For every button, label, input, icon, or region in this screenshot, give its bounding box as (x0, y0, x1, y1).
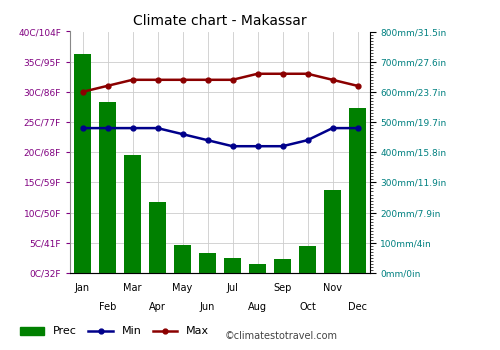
Bar (274, 259, 291, 273)
Text: Jul: Jul (226, 283, 238, 293)
Bar (124, 155, 142, 273)
Text: Dec: Dec (348, 302, 367, 312)
Text: ©climatestotravel.com: ©climatestotravel.com (225, 331, 338, 341)
Bar (149, 202, 166, 273)
Bar (224, 258, 241, 273)
Text: Jun: Jun (200, 302, 215, 312)
Bar (199, 253, 216, 273)
Text: Feb: Feb (99, 302, 116, 312)
Bar (74, 54, 91, 273)
Title: Climate chart - Makassar: Climate chart - Makassar (133, 14, 307, 28)
Bar (99, 102, 116, 273)
Bar (324, 190, 341, 273)
Text: Nov: Nov (323, 283, 342, 293)
Bar (299, 246, 316, 273)
Text: Oct: Oct (299, 302, 316, 312)
Text: Sep: Sep (274, 283, 291, 293)
Legend: Prec, Min, Max: Prec, Min, Max (16, 322, 214, 341)
Text: Mar: Mar (123, 283, 142, 293)
Bar (349, 108, 366, 273)
Bar (174, 245, 191, 273)
Text: Jan: Jan (75, 283, 90, 293)
Bar (249, 264, 266, 273)
Text: Aug: Aug (248, 302, 267, 312)
Text: Apr: Apr (149, 302, 166, 312)
Text: May: May (172, 283, 193, 293)
